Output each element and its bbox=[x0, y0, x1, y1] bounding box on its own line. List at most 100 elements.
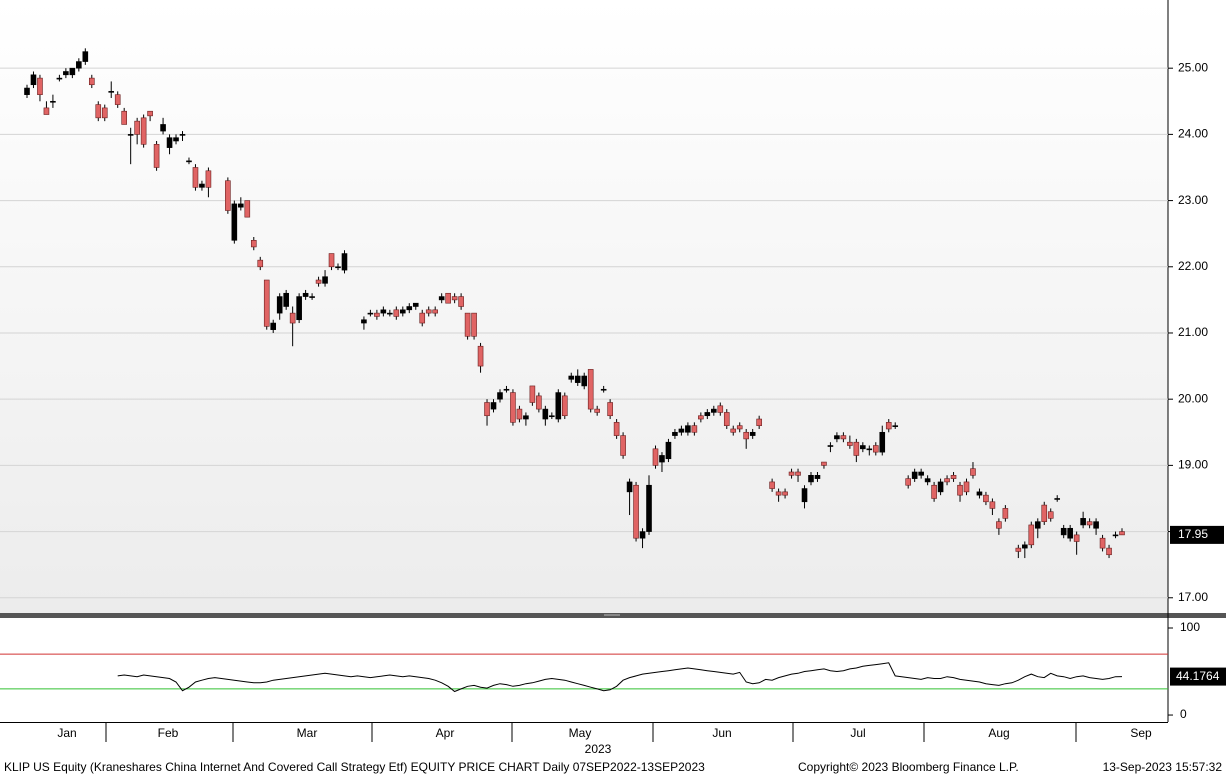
candle-body bbox=[698, 415, 704, 420]
candle-body bbox=[471, 312, 477, 337]
candle-body bbox=[795, 471, 801, 476]
x-tick-label: May bbox=[569, 726, 592, 740]
x-tick-label: Apr bbox=[436, 726, 455, 740]
candle-body bbox=[924, 478, 931, 483]
candle-body bbox=[717, 405, 724, 413]
candle-body bbox=[328, 253, 335, 268]
x-tick-label: Aug bbox=[988, 726, 1009, 740]
candle-body bbox=[646, 484, 652, 532]
candle-body bbox=[1073, 534, 1080, 542]
candle-body bbox=[659, 455, 665, 463]
candle-body bbox=[387, 312, 393, 315]
candle-body bbox=[451, 296, 458, 301]
candle-body bbox=[711, 408, 717, 413]
candle-body bbox=[613, 422, 620, 436]
year-label: 2023 bbox=[585, 742, 612, 756]
candle-body bbox=[108, 91, 115, 93]
candle-body bbox=[1015, 547, 1022, 552]
candle-body bbox=[367, 312, 374, 315]
candle-body bbox=[918, 471, 924, 476]
candle-body bbox=[730, 428, 737, 433]
candle-body bbox=[309, 296, 315, 298]
rsi-line bbox=[117, 662, 1123, 693]
last-price-tag bbox=[1170, 525, 1224, 544]
candle-body bbox=[1047, 511, 1054, 519]
candle-body bbox=[69, 67, 76, 76]
candle-body bbox=[335, 266, 341, 269]
candle-body bbox=[574, 375, 581, 383]
candle-body bbox=[166, 137, 173, 148]
candle-body bbox=[399, 309, 406, 314]
candle-body bbox=[814, 475, 821, 479]
candle-body bbox=[361, 319, 367, 324]
timestamp: 13-Sep-2023 15:57:32 bbox=[1103, 760, 1223, 774]
candle-body bbox=[464, 312, 471, 337]
candle-body bbox=[503, 388, 510, 391]
candle-body bbox=[1093, 521, 1099, 529]
last-price-label: 17.95 bbox=[1178, 527, 1208, 541]
candle-body bbox=[490, 402, 497, 410]
candle-body bbox=[341, 253, 348, 271]
candle-body bbox=[821, 461, 827, 466]
candle-body bbox=[160, 124, 166, 132]
rsi-y-tick-label: 100 bbox=[1180, 620, 1200, 634]
candle-body bbox=[205, 170, 212, 188]
candle-body bbox=[594, 408, 600, 413]
candle-body bbox=[88, 77, 95, 86]
candle-body bbox=[523, 415, 529, 420]
x-tick-label: Mar bbox=[297, 726, 318, 740]
candle-body bbox=[1060, 527, 1067, 536]
candle-body bbox=[775, 491, 782, 496]
candle-body bbox=[853, 441, 860, 456]
candle-body bbox=[289, 312, 296, 324]
candle-body bbox=[173, 137, 179, 142]
candle-body bbox=[1106, 547, 1112, 556]
candle-body bbox=[723, 412, 730, 426]
candle-body bbox=[1119, 531, 1125, 536]
candle-body bbox=[425, 309, 432, 314]
rsi-panel bbox=[0, 618, 1168, 722]
candle-body bbox=[179, 134, 186, 136]
candle-body bbox=[866, 448, 873, 451]
y-tick-label: 21.00 bbox=[1178, 325, 1208, 339]
candle-body bbox=[134, 120, 140, 135]
candle-body bbox=[30, 74, 37, 86]
x-tick-label: Jun bbox=[712, 726, 731, 740]
candle-body bbox=[1054, 498, 1061, 500]
candle-body bbox=[607, 402, 613, 417]
candle-body bbox=[231, 203, 238, 241]
x-tick-label: Sep bbox=[1130, 726, 1152, 740]
candle-body bbox=[542, 408, 549, 420]
candle-body bbox=[931, 484, 937, 499]
candle-body bbox=[419, 312, 426, 324]
candle-body bbox=[957, 484, 963, 496]
candle-body bbox=[121, 110, 127, 125]
candle-body bbox=[872, 445, 879, 453]
candle-body bbox=[186, 160, 192, 163]
candle-body bbox=[438, 296, 445, 301]
candle-body bbox=[652, 448, 659, 466]
candle-body bbox=[82, 51, 89, 62]
candle-body bbox=[749, 431, 756, 436]
candle-body bbox=[685, 425, 691, 433]
candle-body bbox=[678, 428, 685, 433]
candle-body bbox=[1112, 534, 1119, 537]
candle-body bbox=[257, 259, 264, 268]
x-tick-label: Jan bbox=[57, 726, 76, 740]
candle-body bbox=[1022, 544, 1028, 549]
x-tick-label: Jul bbox=[850, 726, 865, 740]
candle-body bbox=[808, 475, 814, 483]
candle-body bbox=[1002, 508, 1009, 519]
candle-body bbox=[199, 183, 205, 188]
candle-body bbox=[283, 292, 289, 307]
candle-body bbox=[147, 110, 153, 117]
y-tick-label: 17.00 bbox=[1178, 590, 1208, 604]
candle-body bbox=[1028, 524, 1035, 546]
candle-body bbox=[983, 494, 989, 503]
copyright: Copyright© 2023 Bloomberg Finance L.P. bbox=[798, 760, 1019, 774]
candle-body bbox=[24, 87, 30, 95]
candle-body bbox=[568, 375, 575, 380]
candle-body bbox=[276, 296, 283, 314]
y-tick-label: 25.00 bbox=[1178, 60, 1208, 74]
